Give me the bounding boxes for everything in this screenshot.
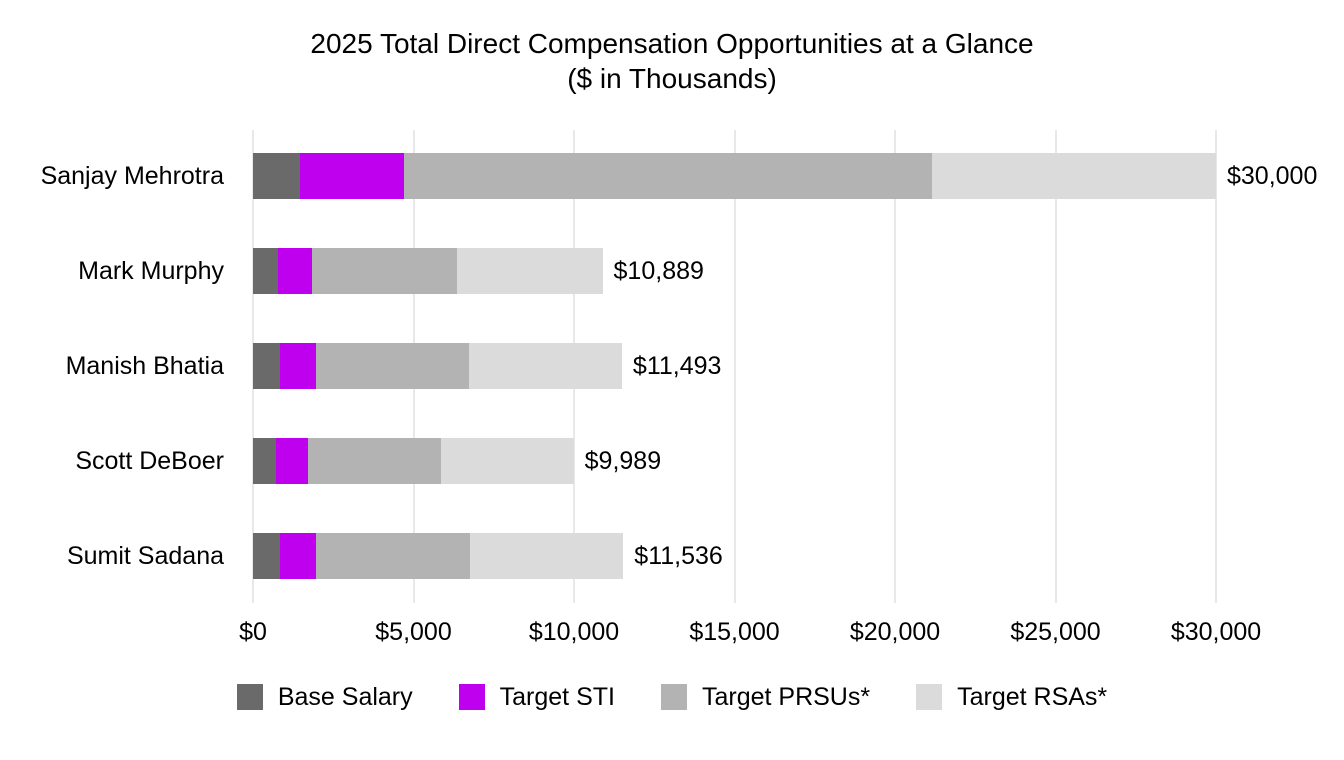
x-tick-label: $15,000 [689, 618, 780, 646]
chart-title-line1: 2025 Total Direct Compensation Opportuni… [310, 28, 1034, 59]
x-tick-label: $30,000 [1170, 618, 1262, 646]
bar-segment-base-salary [253, 248, 278, 294]
bar-segment-target-rsas [469, 533, 624, 579]
legend-item: Base Salary [236, 683, 413, 711]
x-tick-label: $10,000 [528, 618, 620, 646]
x-tick-label: $25,000 [1010, 618, 1101, 646]
bar-row [253, 343, 622, 389]
bar-segment-base-salary [253, 438, 277, 484]
legend-label: Target RSAs* [957, 683, 1108, 711]
bar-segment-target-sti [276, 438, 309, 484]
chart-title-line2: ($ in Thousands) [567, 63, 777, 94]
bar-row [253, 248, 603, 294]
bar-segment-target-sti [279, 533, 317, 579]
total-value-label: $10,889 [613, 257, 704, 285]
total-value-label: $9,989 [584, 447, 662, 475]
gridline [733, 130, 736, 603]
bar-row [253, 438, 574, 484]
bar-row [253, 153, 1216, 199]
legend-swatch-target-prsus [660, 684, 687, 710]
category-label: Sumit Sadana [66, 542, 224, 570]
gridline [894, 130, 896, 603]
legend-swatch-target-rsas [916, 684, 943, 710]
category-label: Mark Murphy [78, 257, 224, 285]
bar-segment-target-rsas [469, 343, 622, 389]
legend-item: Target PRSUs* [660, 683, 871, 711]
legend-swatch-base-salary [236, 684, 263, 710]
bar-segment-base-salary [253, 343, 280, 389]
bar-segment-target-sti [279, 343, 317, 389]
bar-segment-target-rsas [440, 438, 574, 484]
bar-row [253, 533, 624, 579]
bar-segment-target-prsus [404, 153, 932, 199]
x-tick-label: $0 [239, 618, 267, 646]
legend-label: Target STI [499, 683, 615, 711]
bar-segment-target-rsas [931, 153, 1216, 199]
gridline [1054, 130, 1057, 603]
bar-segment-target-sti [299, 153, 405, 199]
legend: Base Salary Target STI Target PRSUs* Target… [0, 684, 1344, 710]
bar-segment-base-salary [253, 153, 300, 199]
bar-segment-target-prsus [308, 438, 441, 484]
legend-label: Base Salary [277, 683, 413, 711]
category-label: Sanjay Mehrotra [40, 162, 224, 190]
x-tick-label: $20,000 [849, 618, 941, 646]
bar-segment-base-salary [253, 533, 280, 579]
total-value-label: $30,000 [1227, 162, 1318, 190]
gridline [1215, 130, 1217, 603]
category-label: Manish Bhatia [65, 352, 224, 380]
bar-segment-target-prsus [312, 248, 458, 294]
legend-item: Target RSAs* [916, 684, 1107, 710]
chart-title: 2025 Total Direct Compensation Opportuni… [0, 26, 1344, 96]
total-value-label: $11,536 [634, 542, 723, 570]
bar-segment-target-prsus [316, 533, 470, 579]
category-label: Scott DeBoer [75, 447, 224, 475]
x-tick-label: $5,000 [375, 618, 452, 646]
plot-area: $30,000 $10,889 $11,493 $9,989 $11,536 [252, 130, 1317, 603]
legend-item: Target STI [458, 683, 615, 711]
bar-segment-target-rsas [457, 248, 603, 294]
legend-swatch-target-sti [458, 684, 485, 710]
legend-label: Target PRSUs* [701, 683, 871, 711]
total-value-label: $11,493 [632, 352, 722, 380]
bar-segment-target-prsus [316, 343, 470, 389]
bar-segment-target-sti [277, 248, 313, 294]
